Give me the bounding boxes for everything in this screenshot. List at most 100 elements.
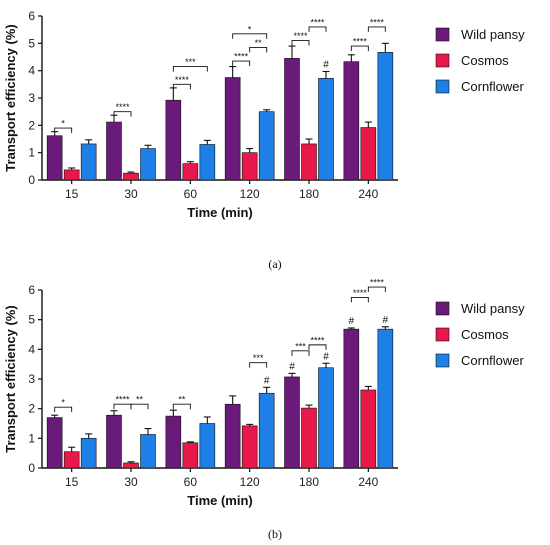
significance-bracket — [113, 403, 132, 410]
hash-mark: # — [264, 375, 270, 386]
bar-cornflower — [199, 423, 216, 469]
y-tick-label: 4 — [28, 342, 35, 356]
legend-label: Cornflower — [461, 353, 525, 368]
significance-label: **** — [293, 31, 308, 41]
bar-cosmos — [123, 172, 139, 181]
y-tick-label: 6 — [28, 9, 35, 23]
y-axis-title: Transport efficiency (%) — [3, 305, 18, 452]
significance-label: **** — [370, 17, 385, 27]
y-tick-label: 1 — [28, 146, 35, 160]
significance-label: * — [61, 119, 65, 129]
significance-label: * — [248, 24, 252, 34]
significance-bracket — [54, 127, 73, 134]
significance-bracket — [249, 46, 268, 53]
legend-label: Cornflower — [461, 79, 525, 94]
bar-cornflower — [80, 438, 97, 469]
y-tick-label: 2 — [28, 402, 35, 416]
bar-cosmos — [63, 169, 80, 181]
bar-cosmos — [182, 442, 199, 469]
bar-wild-pansy — [284, 58, 300, 181]
x-tick-label: 180 — [299, 187, 319, 201]
significance-bracket — [367, 26, 386, 32]
significance-label: **** — [370, 278, 385, 288]
bar-cornflower — [377, 328, 394, 469]
y-tick-label: 3 — [28, 91, 35, 105]
bar-cosmos — [241, 152, 258, 181]
bar-cornflower — [258, 392, 275, 469]
legend-label: Wild pansy — [461, 27, 525, 42]
bar-cornflower — [80, 143, 97, 181]
bar-cosmos — [123, 462, 139, 469]
chart-panel-b: 0 1 2 3 4 5 6 15 30 60 120 180 240 Time (min) Transpor… — [3, 278, 525, 541]
x-tick-label: 240 — [358, 187, 378, 201]
significance-bracket — [367, 286, 386, 293]
significance-bracket — [249, 362, 268, 368]
y-tick-label: 5 — [28, 36, 35, 50]
significance-label: **** — [234, 52, 249, 62]
significance-label: *** — [185, 57, 196, 67]
significance-label: **** — [175, 75, 190, 85]
bar-cornflower — [140, 434, 156, 469]
y-tick-label: 1 — [28, 431, 35, 445]
significance-bracket — [291, 40, 310, 46]
significance-label: **** — [115, 395, 130, 405]
y-tick-label: 3 — [28, 372, 35, 386]
x-tick-label: 60 — [184, 475, 198, 489]
hash-mark: # — [323, 59, 329, 70]
bar-wild-pansy — [106, 414, 122, 469]
legend-swatch — [435, 53, 450, 68]
legend-swatch — [435, 79, 450, 94]
significance-label: ** — [136, 395, 144, 405]
bar-wild-pansy — [106, 121, 122, 181]
significance-label: **** — [115, 102, 130, 112]
significance-bracket — [54, 406, 73, 413]
hash-mark: # — [349, 316, 355, 327]
significance-label: * — [61, 398, 65, 408]
chart-panel-a: 0 1 2 3 4 5 6 15 30 60 120 180 240 Time (min) Transpor… — [3, 9, 525, 271]
x-tick-label: 240 — [358, 475, 378, 489]
significance-label: *** — [253, 353, 264, 363]
y-tick-label: 0 — [28, 173, 35, 187]
significance-bracket — [350, 45, 369, 52]
x-tick-label: 30 — [124, 187, 138, 201]
bar-wild-pansy — [46, 417, 63, 469]
x-tick-label: 120 — [240, 187, 260, 201]
significance-label: ** — [255, 38, 263, 48]
significance-bracket — [232, 33, 268, 39]
bar-cornflower — [199, 144, 216, 181]
bar-cosmos — [63, 451, 80, 469]
significance-bracket — [130, 403, 149, 410]
bar-wild-pansy — [165, 99, 182, 181]
legend-swatch — [435, 353, 450, 368]
panel-caption: (b) — [268, 527, 282, 541]
bar-wild-pansy — [284, 376, 300, 469]
significance-label: **** — [310, 17, 325, 27]
hash-mark: # — [323, 351, 329, 362]
x-tick-label: 15 — [65, 475, 79, 489]
significance-label: *** — [295, 341, 306, 351]
hash-mark: # — [383, 315, 389, 326]
x-axis-title: Time (min) — [187, 493, 253, 508]
bar-cosmos — [241, 425, 258, 469]
bar-cornflower — [140, 148, 156, 181]
bar-wild-pansy — [343, 328, 360, 469]
bar-wild-pansy — [224, 403, 241, 469]
significance-bracket — [113, 111, 132, 117]
x-tick-label: 60 — [184, 187, 198, 201]
bar-cornflower — [318, 367, 334, 469]
y-tick-label: 6 — [28, 283, 35, 297]
x-axis-title: Time (min) — [187, 205, 253, 220]
significance-bracket — [172, 83, 191, 90]
significance-bracket — [172, 66, 208, 72]
bar-cosmos — [360, 127, 377, 181]
y-tick-label: 4 — [28, 64, 35, 78]
legend-swatch — [435, 327, 450, 342]
y-tick-label: 5 — [28, 313, 35, 327]
bar-cosmos — [360, 389, 377, 469]
significance-bracket — [308, 344, 327, 350]
significance-bracket — [350, 296, 369, 303]
legend-label: Cosmos — [461, 53, 509, 68]
legend-swatch — [435, 301, 450, 316]
bar-cornflower — [258, 111, 275, 181]
